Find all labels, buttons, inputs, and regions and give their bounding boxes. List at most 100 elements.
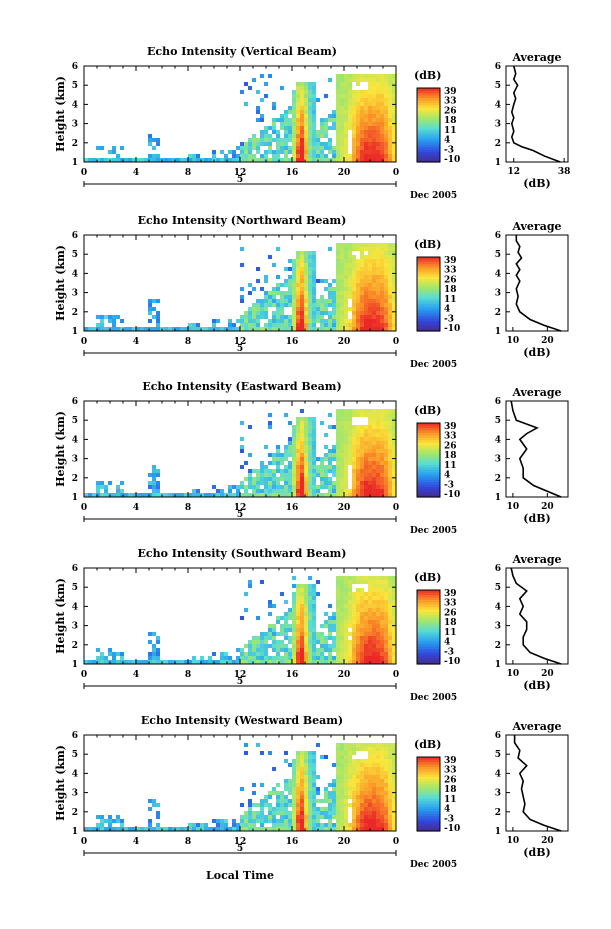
- heatmap-cell: [336, 457, 340, 461]
- heatmap-cell: [336, 275, 340, 279]
- heatmap-cell: [296, 275, 300, 279]
- heatmap-cell: [224, 656, 228, 660]
- heatmap-cell: [376, 461, 380, 465]
- heatmap-cell: [392, 449, 396, 453]
- heatmap-cell: [296, 628, 300, 632]
- heatmap-cell: [272, 453, 276, 457]
- heatmap-cell: [376, 247, 380, 251]
- heatmap-cell: [296, 485, 300, 489]
- heatmap-cell: [368, 755, 372, 759]
- colorbar-tick-label: 39: [444, 756, 457, 766]
- heatmap-cell: [348, 644, 352, 648]
- heatmap-cell: [256, 648, 260, 652]
- heatmap-cell: [308, 142, 312, 146]
- heatmap-cell: [336, 485, 340, 489]
- average-frame: [505, 734, 569, 832]
- heatmap-cell: [280, 138, 284, 142]
- heatmap-cell: [172, 493, 176, 497]
- heatmap-cell: [304, 146, 308, 150]
- heatmap-cell: [372, 636, 376, 640]
- heatmap-cell: [200, 493, 204, 497]
- heatmap-cell: [312, 421, 316, 425]
- heatmap-cell: [292, 130, 296, 134]
- heatmap-cell: [296, 287, 300, 291]
- heatmap-cell: [312, 98, 316, 102]
- heatmap-cell: [344, 584, 348, 588]
- heatmap-cell: [380, 251, 384, 255]
- heatmap-cell: [256, 118, 260, 122]
- heatmap-cell: [360, 118, 364, 122]
- colorbar-segment: [417, 107, 440, 111]
- heatmap-cell: [244, 656, 248, 660]
- heatmap-cell: [388, 122, 392, 126]
- heatmap-cell: [344, 827, 348, 831]
- heatmap-cell: [336, 628, 340, 632]
- heatmap-cell: [244, 815, 248, 819]
- heatmap-cell: [284, 783, 288, 787]
- heatmap-cell: [376, 644, 380, 648]
- heatmap-cell: [308, 122, 312, 126]
- heatmap-cell: [176, 493, 180, 497]
- heatmap-cell: [392, 82, 396, 86]
- heatmap-cell: [368, 652, 372, 656]
- heatmap-cell: [328, 807, 332, 811]
- colorbar-segment: [417, 482, 440, 486]
- heatmap-cell: [220, 660, 224, 664]
- heatmap-cell: [336, 82, 340, 86]
- heatmap-cell: [336, 425, 340, 429]
- heatmap-cell: [260, 114, 264, 118]
- heatmap-cell: [364, 473, 368, 477]
- heatmap-cell: [332, 307, 336, 311]
- heatmap-cell: [244, 315, 248, 319]
- heatmap-cell: [372, 327, 376, 331]
- heatmap-cell: [252, 481, 256, 485]
- heatmap-cell: [100, 485, 104, 489]
- heatmap-cell: [384, 584, 388, 588]
- heatmap-cell: [340, 604, 344, 608]
- heatmap-cell: [360, 114, 364, 118]
- heatmap-cell: [304, 791, 308, 795]
- heatmap-cell: [380, 815, 384, 819]
- heatmap-cell: [344, 592, 348, 596]
- heatmap-cell: [380, 823, 384, 827]
- heatmap-cell: [296, 138, 300, 142]
- heatmap-cell: [248, 811, 252, 815]
- heatmap-cell: [324, 477, 328, 481]
- heatmap-cell: [348, 592, 352, 596]
- heatmap-cell: [372, 803, 376, 807]
- heatmap-cell: [352, 291, 356, 295]
- heatmap-cell: [276, 291, 280, 295]
- heatmap-cell: [148, 142, 152, 146]
- heatmap-cell: [308, 803, 312, 807]
- heatmap-cell: [364, 660, 368, 664]
- heatmap-cell: [376, 126, 380, 130]
- heatmap-cell: [288, 811, 292, 815]
- heatmap-cell: [156, 823, 160, 827]
- heatmap-cell: [364, 142, 368, 146]
- heatmap-cell: [248, 425, 252, 429]
- heatmap-cell: [336, 815, 340, 819]
- colorbar-segment: [417, 440, 440, 444]
- heatmap-cell: [92, 327, 96, 331]
- heatmap-cell: [308, 441, 312, 445]
- heatmap-cell: [296, 118, 300, 122]
- heatmap-cell: [220, 652, 224, 656]
- heatmap-cell: [388, 142, 392, 146]
- heatmap-cell: [392, 247, 396, 251]
- y-tick-label: 4: [72, 269, 78, 279]
- heatmap-cell: [312, 763, 316, 767]
- heatmap-cell: [292, 323, 296, 327]
- heatmap-cell: [348, 775, 352, 779]
- heatmap-cell: [368, 263, 372, 267]
- y-tick-label: 2: [72, 641, 78, 651]
- colorbar-segment: [417, 791, 440, 795]
- heatmap-cell: [340, 263, 344, 267]
- heatmap-cell: [388, 775, 392, 779]
- heatmap-cell: [292, 94, 296, 98]
- heatmap-cell: [276, 477, 280, 481]
- heatmap-cell: [312, 481, 316, 485]
- heatmap-cell: [244, 743, 248, 747]
- heatmap-cell: [392, 823, 396, 827]
- heatmap-cell: [360, 588, 364, 592]
- heatmap-cell: [344, 759, 348, 763]
